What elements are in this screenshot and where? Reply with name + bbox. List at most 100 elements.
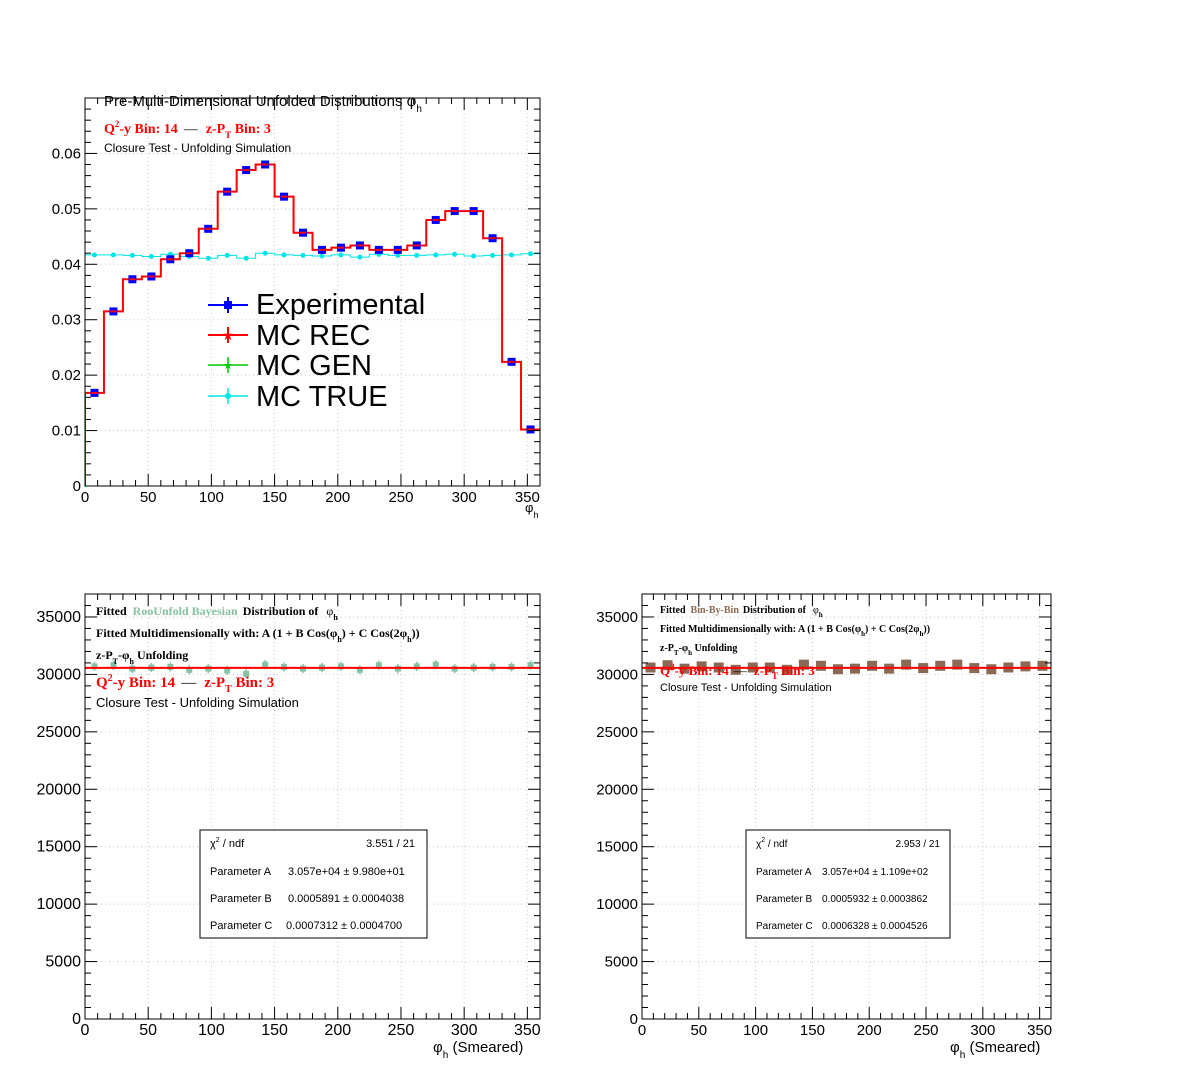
mc-true-point [110,252,116,258]
br-param-b-label: Parameter B [756,894,812,905]
legend-label-experimental: Experimental [256,289,425,321]
br-data-point [696,661,707,672]
top-legend: Experimental ★ MC REC ★ MC GEN MC TRUE [208,289,425,413]
top-x-axis-label: φh [525,500,538,520]
bl-x-axis-label: φh (Smeared) [433,1039,523,1061]
br-stats-box: χ2 / ndf 2.953 / 21 Parameter A 3.057e+0… [745,829,951,939]
top-y-tick-label: 0.04 [52,256,81,273]
top-x-tick-label: 150 [262,489,287,506]
br-param-c-value: 0.0006328 ± 0.0004526 [822,921,928,932]
br-data-point [986,664,997,675]
bl-data-point [356,666,363,673]
br-fit-title-line1: Fitted Bin-By-Bin Distribution of φh [660,605,823,619]
bl-param-a-value: 3.057e+04 ± 9.980e+01 [288,866,405,878]
br-y-tick-label: 35000 [596,609,638,626]
br-chi2-value: 2.953 / 21 [896,839,941,850]
legend-marker-experimental [224,301,232,309]
legend-entry-experimental: Experimental [208,289,425,321]
bl-x-tick-label: 250 [388,1022,415,1039]
br-chi2-label: χ2 / ndf [756,837,788,850]
bottom-right-frame [641,593,1052,1020]
mc-true-point [509,252,515,258]
mc-true-point [395,252,401,258]
br-x-tick-label: 300 [970,1022,995,1039]
bottom-right-grid [642,594,1051,1019]
mc-true-point [129,252,135,258]
top-y-tick-label: 0.03 [52,312,81,329]
br-bin-label: Q2-y Bin: 14— z-PT Bin: 3 [660,662,815,681]
mc-true-point [205,255,211,261]
br-data-point [1037,660,1048,671]
bl-y-tick-label: 0 [72,1011,81,1028]
bl-data-point [337,663,344,670]
mc-true-point [319,253,325,259]
legend-label-mc-gen: MC GEN [256,350,372,382]
bl-y-tick-label: 5000 [45,954,81,971]
bl-chi2-value: 3.551 / 21 [366,838,415,850]
br-y-tick-label: 10000 [596,896,638,913]
mc-true-point [338,252,344,258]
br-data-point [815,660,826,671]
bl-data-point [375,662,382,669]
bl-x-tick-label: 300 [451,1022,478,1039]
top-y-tick-label: 0.05 [52,201,81,218]
top-bin-label: Q2-y Bin: 14— z-PT Bin: 3 [104,119,271,140]
bottom-left-axis-ticks: 0 50 100 150 200 250 300 350 0 5000 10000 15000 2000… [37,593,541,1039]
br-x-tick-label: 150 [800,1022,825,1039]
legend-entry-mc-rec: ★ MC REC [208,320,370,352]
bl-param-a-label: Parameter A [210,866,272,878]
br-x-axis-label: φh (Smeared) [950,1039,1040,1061]
br-data-point [952,659,963,670]
bl-x-tick-label: 0 [81,1022,90,1039]
mc-true-point [148,254,154,260]
br-fit-title-line2: Fitted Multidimensionally with: A (1 + B… [660,624,930,638]
bottom-left-plot-area [85,660,540,679]
mc-true-point [91,252,97,258]
bl-data-point [110,662,117,669]
bl-param-c-label: Parameter C [210,920,272,932]
bl-data-point [91,663,98,670]
top-y-tick-label: 0.06 [52,145,81,162]
mc-true-point [243,255,249,261]
bl-data-point [413,663,420,670]
mc-true-point [528,251,534,257]
br-data-point [1020,661,1031,672]
bl-y-tick-label: 20000 [37,781,82,798]
mc-true-point [262,250,268,256]
br-unfolding-label: z-PT-φh Unfolding [660,643,737,657]
mc-true-point [224,252,230,258]
bl-param-c-value: 0.0007312 ± 0.0004700 [286,920,402,932]
br-y-tick-label: 30000 [596,666,638,683]
br-y-tick-label: 25000 [596,724,638,741]
br-data-point [798,659,809,670]
br-data-point [901,659,912,670]
legend-marker-mc-rec: ★ [222,327,235,343]
bl-data-point [243,670,250,677]
bl-fit-title-line1: Fitted RooUnfold Bayesian Distribution of φ… [96,604,338,622]
br-x-tick-label: 250 [914,1022,939,1039]
br-data-point [832,664,843,675]
br-x-tick-label: 100 [743,1022,768,1039]
mc-true-point [452,251,458,257]
top-grid [85,98,540,486]
br-data-point [662,660,673,671]
top-panel: 0 50 100 150 200 250 300 350 0 0.01 0.02 0.03 0.04 0.… [52,93,541,520]
legend-label-mc-true: MC TRUE [256,381,388,413]
legend-marker-mc-true [225,393,231,399]
mc-true-point [433,252,439,258]
top-x-tick-label: 200 [325,489,350,506]
bottom-left-panel: 0 50 100 150 200 250 300 350 0 5000 10000 15000 2000… [37,593,541,1061]
bl-stats-box: χ2 / ndf 3.551 / 21 Parameter A 3.057e+0… [199,829,428,939]
bl-data-point [527,662,534,669]
mc-true-point [300,252,306,258]
bottom-right-plot-area [642,659,1051,675]
bottom-right-panel: 0 50 100 150 200 250 300 350 0 5000 10000 15000 2000… [596,593,1052,1061]
bl-data-point [262,661,269,668]
mc-true-point [471,253,477,259]
top-x-tick-label: 50 [140,489,157,506]
top-plot-area [85,160,540,486]
bottom-right-axis-ticks: 0 50 100 150 200 250 300 350 0 5000 10000 15000 2000… [596,593,1052,1039]
top-axis-ticks: 0 50 100 150 200 250 300 350 0 0.01 0.02 0.03 0.04 0.… [52,97,541,506]
bl-x-tick-label: 350 [514,1022,541,1039]
bl-x-tick-label: 50 [139,1022,157,1039]
